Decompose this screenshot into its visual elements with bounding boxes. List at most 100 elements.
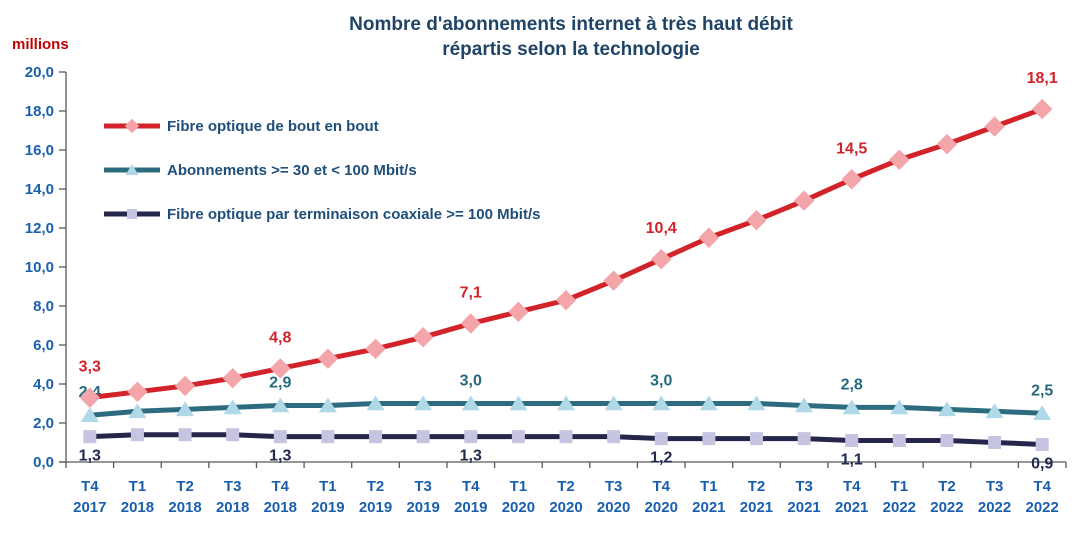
chart-title-line2: répartis selon la technologie (442, 39, 700, 60)
chart-legend: Fibre optique de bout en bout Abonnement… (104, 116, 540, 248)
x-axis-tick-label-quarter: T4 (843, 478, 861, 495)
x-axis-tick-label-quarter: T4 (272, 478, 290, 495)
triangle-marker-icon (223, 399, 242, 415)
x-axis-tick-label-quarter: T2 (748, 478, 766, 495)
triangle-marker-icon (414, 395, 433, 411)
x-axis-tick-label-year: 2020 (645, 499, 678, 516)
square-marker-icon (607, 430, 621, 444)
diamond-marker-icon (984, 116, 1005, 137)
triangle-marker-icon (699, 395, 718, 411)
x-axis-tick-label-year: 2019 (406, 499, 439, 516)
data-point-label: 3,3 (79, 359, 101, 376)
square-marker-icon (511, 430, 525, 444)
diamond-marker-icon (746, 209, 767, 231)
x-axis-tick-label-year: 2021 (692, 499, 725, 516)
square-marker-icon (654, 432, 668, 446)
triangle-marker-icon (937, 401, 956, 417)
square-marker-icon (797, 432, 811, 446)
chart-title: Nombre d'abonnements internet à très hau… (66, 12, 1076, 62)
x-axis-tick-label-quarter: T1 (129, 478, 147, 495)
data-point-label: 1,1 (841, 452, 863, 469)
legend-item-fibre-bout-en-bout: Fibre optique de bout en bout (104, 116, 540, 136)
square-marker-icon (83, 430, 97, 444)
square-marker-icon (127, 209, 137, 219)
x-axis-tick-label-quarter: T2 (176, 478, 194, 495)
diamond-marker-icon (698, 227, 720, 248)
x-axis-tick-label-year: 2018 (168, 499, 201, 516)
x-axis-tick-label-quarter: T1 (510, 478, 528, 495)
triangle-marker-icon (271, 397, 290, 413)
x-axis-tick-label-year: 2021 (835, 499, 868, 516)
triangle-marker-icon (604, 395, 623, 411)
triangle-marker-icon (747, 395, 766, 411)
triangle-marker-icon (366, 395, 385, 411)
data-point-label: 1,3 (460, 448, 482, 465)
x-axis-tick-label-quarter: T1 (319, 478, 337, 495)
square-marker-icon (559, 430, 573, 444)
y-axis-tick-label: 18,0 (25, 103, 54, 120)
diamond-marker-icon (222, 367, 243, 389)
square-marker-icon (178, 428, 192, 442)
square-marker-icon (988, 436, 1002, 449)
diamond-marker-icon (412, 326, 434, 348)
square-marker-icon (273, 430, 287, 444)
data-point-label: 10,4 (646, 220, 677, 237)
triangle-marker-icon (795, 397, 814, 413)
data-point-label: 14,5 (836, 140, 867, 157)
x-axis-tick-label-year: 2019 (454, 499, 487, 516)
y-axis-tick-label: 20,0 (25, 64, 54, 81)
triangle-marker-icon (985, 403, 1004, 419)
triangle-marker-icon (557, 395, 575, 411)
x-axis-tick-label-year: 2019 (311, 499, 344, 516)
data-point-label: 7,1 (460, 285, 482, 302)
diamond-marker-icon (127, 381, 148, 403)
x-axis-tick-label-year: 2020 (502, 499, 535, 516)
diamond-legend-swatch (104, 118, 160, 134)
legend-line-diamond-icon (104, 117, 160, 135)
x-axis-tick-label-quarter: T2 (938, 478, 956, 495)
square-marker-icon (845, 434, 859, 448)
legend-line-triangle-icon (104, 161, 160, 179)
x-axis-tick-label-year: 2022 (883, 499, 916, 516)
triangle-marker-icon (128, 403, 147, 419)
square-marker-icon (416, 430, 430, 444)
square-marker-icon (940, 434, 954, 448)
triangle-marker-icon (509, 395, 528, 411)
x-axis-tick-label-quarter: T1 (891, 478, 909, 495)
y-axis-tick-label: 8,0 (33, 298, 54, 315)
data-point-label: 2,9 (269, 374, 291, 391)
x-axis-tick-label-quarter: T4 (652, 478, 670, 495)
diamond-marker-icon (174, 375, 196, 397)
triangle-marker-icon (80, 407, 99, 422)
data-point-label: 4,8 (269, 329, 291, 346)
x-axis-tick-label-year: 2021 (787, 499, 820, 516)
triangle-marker-icon (890, 399, 909, 415)
triangle-marker-icon (1033, 405, 1052, 421)
y-axis-unit-label: millions (12, 36, 69, 53)
triangle-marker-icon (125, 164, 139, 176)
legend-label: Fibre optique de bout en bout (167, 117, 379, 135)
legend-label: Abonnements >= 30 et < 100 Mbit/s (167, 161, 417, 179)
y-axis-tick-label: 16,0 (25, 142, 54, 159)
x-axis-tick-label-year: 2018 (216, 499, 249, 516)
diamond-marker-icon (124, 118, 140, 134)
x-axis-tick-label-quarter: T4 (81, 478, 99, 495)
diamond-marker-icon (317, 348, 339, 369)
data-point-label: 1,3 (269, 448, 291, 465)
x-axis-tick-label-year: 2022 (1026, 499, 1059, 516)
x-axis-tick-label-quarter: T2 (557, 478, 575, 495)
data-point-label: 3,0 (650, 373, 672, 390)
square-marker-icon (321, 430, 335, 444)
data-point-label: 2,5 (1031, 382, 1053, 399)
x-axis-tick-label-year: 2018 (121, 499, 154, 516)
x-axis-tick-label-year: 2020 (597, 499, 630, 516)
square-marker-icon (369, 430, 383, 444)
data-point-label: 2,8 (841, 376, 863, 393)
square-marker-icon (702, 432, 716, 446)
data-point-label: 3,0 (460, 373, 482, 390)
x-axis-tick-label-year: 2017 (73, 499, 106, 516)
data-point-label: 18,1 (1027, 70, 1058, 87)
square-marker-icon (226, 428, 240, 442)
